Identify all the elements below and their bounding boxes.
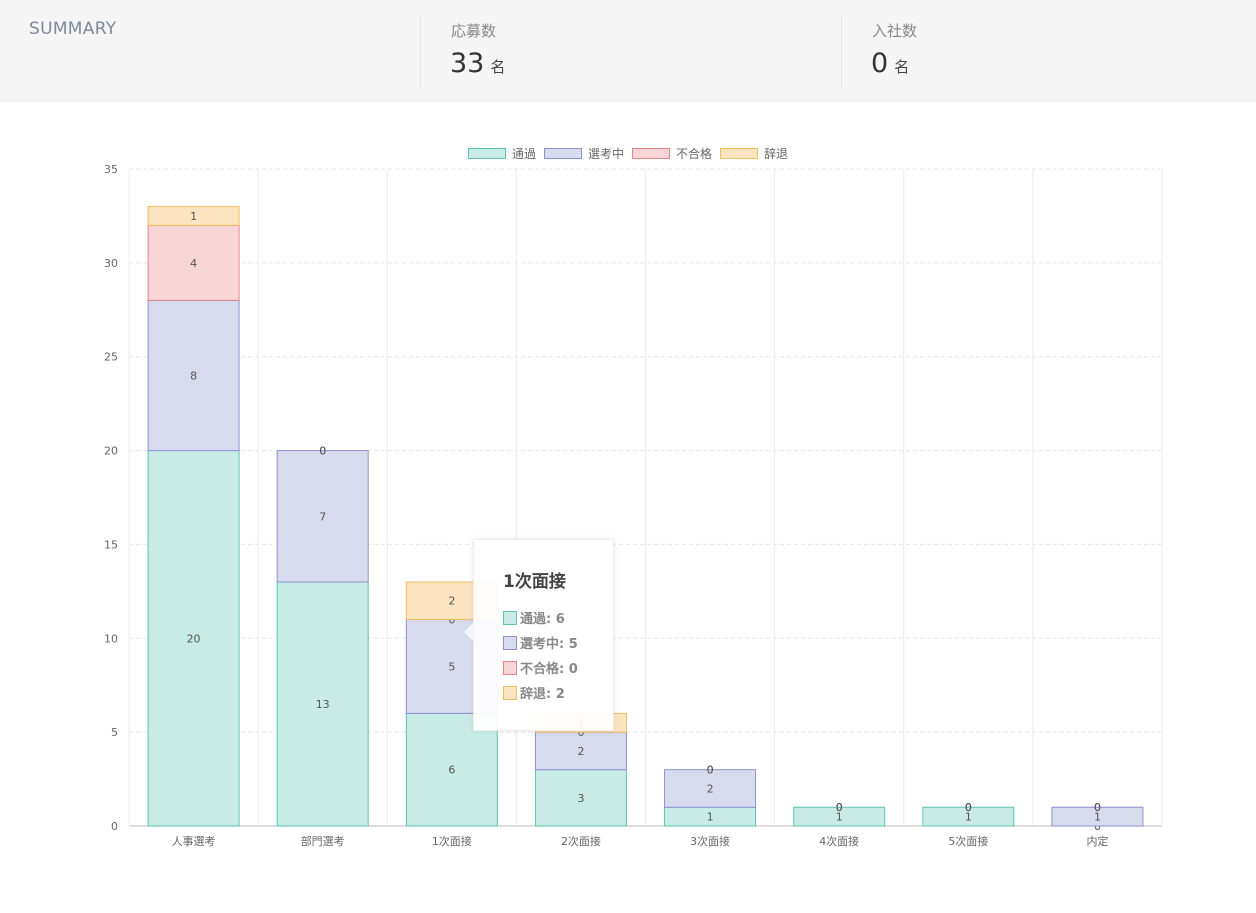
applicants-value-row: 33 名 bbox=[450, 48, 505, 79]
tooltip-swatch-rejected bbox=[503, 660, 517, 675]
data-label: 0 bbox=[707, 764, 714, 777]
data-label: 2 bbox=[577, 745, 584, 758]
data-label: 0 bbox=[1094, 801, 1101, 814]
bar-segment bbox=[534, 731, 627, 771]
x-tick-label: 4次面接 bbox=[819, 834, 859, 848]
bar-segment bbox=[664, 769, 757, 808]
bar-segment bbox=[922, 806, 1015, 827]
y-tick-label: 35 bbox=[104, 163, 118, 176]
tooltip-row-declined: 辞退: 2 bbox=[503, 683, 565, 702]
tooltip-row-pass: 通過: 6 bbox=[503, 608, 565, 627]
tooltip-row-rejected: 不合格: 0 bbox=[503, 658, 578, 677]
bar-segment bbox=[147, 206, 240, 226]
legend-item-in-progress[interactable]: 選考中 bbox=[543, 144, 624, 162]
tooltip-text-pass: 通過: 6 bbox=[520, 612, 565, 627]
tooltip-title: 1次面接 bbox=[503, 572, 566, 592]
data-label: 1 bbox=[190, 210, 197, 223]
data-label: 0 bbox=[707, 764, 714, 777]
bar-segment bbox=[147, 450, 240, 827]
applicants-label: 応募数 bbox=[451, 22, 497, 40]
data-label: 0 bbox=[836, 801, 843, 814]
data-label: 0 bbox=[965, 801, 972, 814]
chart-tooltip: 1次面接 通過: 6 選考中: 5 不合格: 0 辞退: 2 bbox=[464, 539, 614, 731]
hires-label: 入社数 bbox=[872, 22, 918, 40]
x-tick-label: 1次面接 bbox=[432, 834, 472, 848]
bar-segment bbox=[147, 224, 240, 301]
data-label: 0 bbox=[965, 801, 972, 814]
data-label: 20 bbox=[187, 632, 201, 645]
hires-value: 0 bbox=[871, 48, 889, 79]
x-tick-label: 3次面接 bbox=[690, 834, 730, 848]
legend-label-pass: 通過 bbox=[511, 146, 536, 161]
applicants-value: 33 bbox=[450, 48, 485, 79]
legend-item-pass[interactable]: 通過 bbox=[467, 144, 536, 162]
applicants-stat: 応募数 33 名 bbox=[420, 16, 841, 88]
legend-swatch-pass bbox=[467, 147, 506, 159]
legend-item-rejected[interactable]: 不合格 bbox=[632, 144, 712, 162]
data-label: 7 bbox=[319, 510, 326, 523]
data-label: 1 bbox=[965, 811, 972, 824]
applicants-unit: 名 bbox=[490, 58, 506, 76]
data-label: 6 bbox=[448, 764, 455, 777]
tooltip-text-in-progress: 選考中: 5 bbox=[520, 637, 578, 652]
bar-segment bbox=[534, 769, 627, 827]
legend-label-in-progress: 選考中 bbox=[587, 146, 624, 161]
data-label: 3 bbox=[577, 792, 584, 805]
legend-swatch-rejected bbox=[632, 147, 670, 159]
bar-segment bbox=[1051, 806, 1144, 827]
x-tick-label: 2次面接 bbox=[561, 834, 601, 848]
data-label: 0 bbox=[965, 801, 972, 814]
x-tick-label: 部門選考 bbox=[301, 834, 345, 848]
legend-item-declined[interactable]: 辞退 bbox=[720, 144, 788, 162]
data-label: 0 bbox=[319, 445, 326, 458]
tooltip-text-declined: 辞退: 2 bbox=[520, 687, 565, 702]
data-label: 5 bbox=[448, 660, 455, 673]
legend-swatch-in-progress bbox=[543, 147, 582, 159]
legend-swatch-declined bbox=[720, 147, 759, 159]
y-tick-label: 30 bbox=[104, 257, 118, 270]
y-tick-label: 0 bbox=[111, 820, 118, 833]
data-label: 0 bbox=[836, 801, 843, 814]
data-label: 0 bbox=[836, 801, 843, 814]
tooltip-swatch-in-progress bbox=[503, 635, 517, 650]
data-label: 8 bbox=[190, 369, 197, 382]
legend-label-rejected: 不合格 bbox=[676, 146, 713, 161]
data-label: 4 bbox=[190, 257, 197, 270]
y-tick-label: 15 bbox=[104, 538, 118, 551]
data-label: 2 bbox=[448, 595, 455, 608]
summary-title: SUMMARY bbox=[29, 19, 117, 39]
data-label: 0 bbox=[1094, 801, 1101, 814]
data-label: 1 bbox=[1094, 811, 1101, 824]
y-tick-label: 25 bbox=[104, 351, 118, 364]
y-tick-label: 10 bbox=[104, 632, 118, 645]
legend-label-declined: 辞退 bbox=[764, 146, 789, 161]
data-label: 1 bbox=[707, 811, 714, 824]
y-tick-label: 20 bbox=[104, 445, 118, 458]
bar-segment bbox=[793, 806, 886, 827]
bar-segment bbox=[276, 581, 369, 827]
tooltip-row-in-progress: 選考中: 5 bbox=[503, 633, 578, 652]
bar-segment bbox=[147, 299, 240, 452]
chart-legend: 通過 選考中 不合格 辞退 bbox=[0, 144, 1256, 162]
data-label: 0 bbox=[319, 445, 326, 458]
data-label: 13 bbox=[316, 698, 330, 711]
data-label: 0 bbox=[577, 726, 584, 739]
x-tick-label: 人事選考 bbox=[172, 835, 216, 848]
x-tick-label: 内定 bbox=[1086, 834, 1108, 848]
bar-segment bbox=[276, 450, 369, 583]
bar-segment bbox=[405, 712, 498, 827]
tooltip-swatch-pass bbox=[503, 610, 517, 625]
data-label: 2 bbox=[707, 782, 714, 795]
tooltip-text-rejected: 不合格: 0 bbox=[520, 662, 578, 677]
data-label: 1 bbox=[836, 811, 843, 824]
x-tick-label: 5次面接 bbox=[948, 834, 988, 848]
y-tick-label: 5 bbox=[111, 726, 118, 739]
tooltip-swatch-declined bbox=[503, 685, 517, 700]
hires-unit: 名 bbox=[894, 58, 910, 76]
